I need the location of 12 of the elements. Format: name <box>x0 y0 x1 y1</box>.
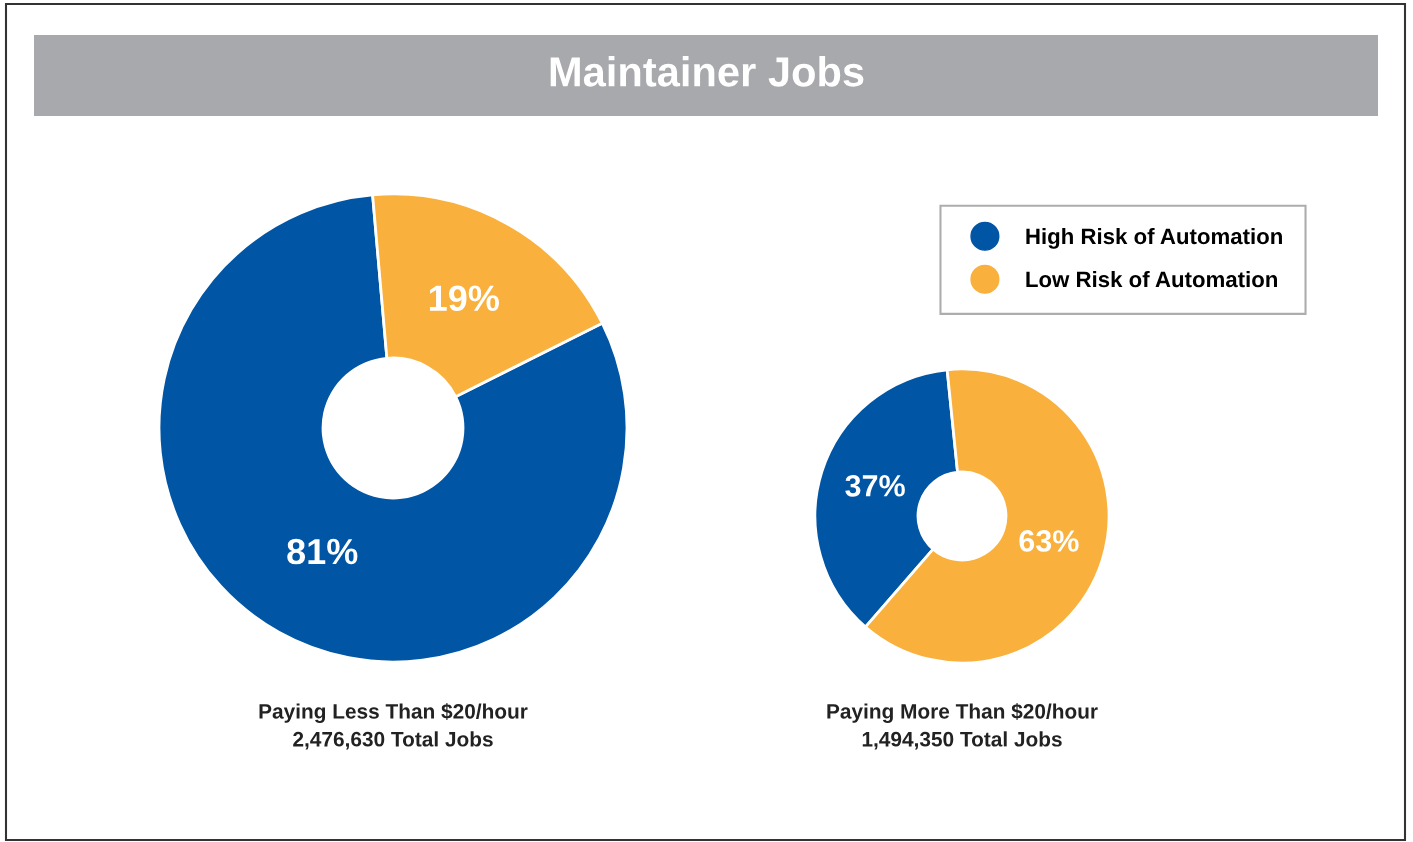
donut-slice <box>157 193 629 664</box>
text: 2,476,630 Total Jobs <box>293 731 493 750</box>
legend-label: High Risk of Automation <box>1026 227 1282 249</box>
legend-label: Low Risk of Automation <box>1026 270 1278 288</box>
data-label: 63% <box>1019 530 1079 552</box>
text: Paying More Than $20/hour <box>827 703 1098 723</box>
data-label: 37% <box>845 475 905 497</box>
data-label: 19% <box>429 285 499 312</box>
data-label: 81% <box>287 538 358 565</box>
chart-title: Maintainer Jobs <box>550 56 864 87</box>
text: Paying Less Than $20/hour <box>259 703 528 723</box>
text: 1,494,350 Total Jobs <box>862 731 1062 750</box>
